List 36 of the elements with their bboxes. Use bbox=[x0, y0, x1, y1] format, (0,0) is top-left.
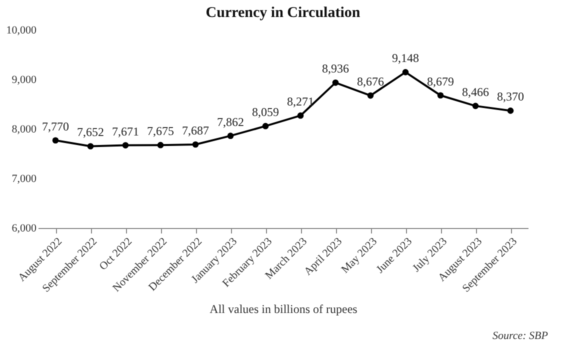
data-label: 9,148 bbox=[392, 51, 419, 66]
point bbox=[332, 80, 339, 86]
x-axis-title: All values in billions of rupees bbox=[210, 302, 358, 316]
data-label: 7,652 bbox=[77, 125, 104, 140]
point bbox=[472, 102, 479, 110]
point bbox=[192, 141, 199, 148]
y-tick-label: 9,000 bbox=[12, 74, 37, 86]
data-label: 8,271 bbox=[287, 94, 314, 109]
data-label: 7,770 bbox=[42, 119, 69, 134]
point bbox=[157, 142, 164, 148]
data-label: 7,862 bbox=[217, 114, 244, 129]
point bbox=[402, 69, 409, 76]
data-label: 8,466 bbox=[462, 84, 489, 99]
y-tick-label: 10,000 bbox=[6, 24, 37, 36]
y-tick-label: 7,000 bbox=[12, 173, 37, 185]
data-label: 8,059 bbox=[252, 105, 279, 120]
point bbox=[507, 108, 514, 114]
data-label: 7,675 bbox=[147, 124, 174, 138]
point bbox=[52, 137, 59, 144]
point bbox=[227, 132, 234, 139]
y-tick-label: 6,000 bbox=[12, 222, 37, 234]
data-label: 8,679 bbox=[427, 74, 454, 88]
data-label: 8,676 bbox=[357, 74, 384, 89]
point bbox=[87, 143, 94, 150]
point bbox=[297, 112, 304, 119]
chart-title: Currency in Circulation bbox=[206, 5, 361, 21]
data-label: 8,370 bbox=[497, 90, 524, 104]
data-label: 7,671 bbox=[112, 124, 139, 138]
point bbox=[367, 92, 374, 99]
data-label: 7,687 bbox=[182, 123, 209, 138]
source-note: Source: SBP bbox=[492, 330, 548, 342]
point bbox=[437, 92, 444, 99]
point bbox=[122, 142, 129, 148]
point bbox=[262, 122, 269, 130]
data-label: 8,936 bbox=[322, 62, 349, 76]
y-tick-label: 8,000 bbox=[12, 124, 37, 136]
